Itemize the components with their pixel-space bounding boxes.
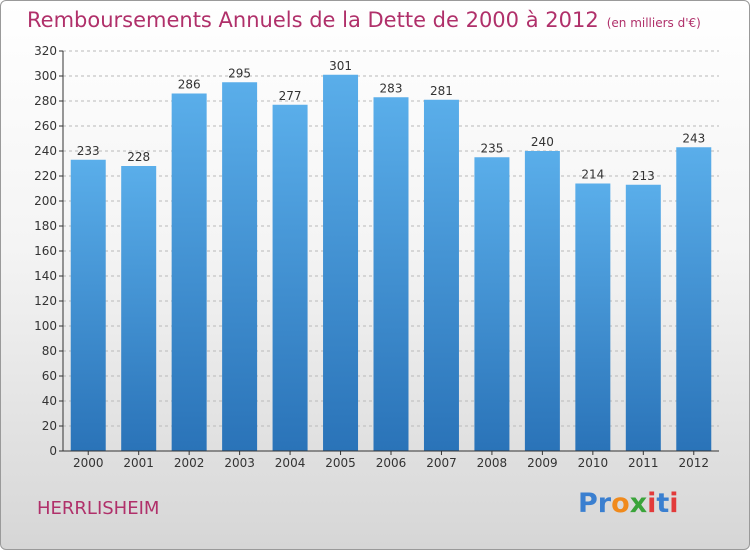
y-tick-label: 140 (34, 269, 57, 283)
logo-letter: i (647, 488, 657, 519)
y-tick-label: 120 (34, 294, 57, 308)
bar (676, 147, 712, 451)
bar (121, 166, 157, 451)
bar (222, 82, 258, 451)
chart-title: Remboursements Annuels de la Dette de 20… (27, 8, 701, 32)
data-label: 214 (581, 168, 604, 182)
logo-letter: x (629, 488, 648, 519)
x-tick-label: 2001 (123, 456, 154, 470)
y-tick-label: 320 (34, 44, 57, 58)
x-tick-label: 2002 (174, 456, 205, 470)
x-tick-label: 2007 (426, 456, 457, 470)
proxiti-logo: Proxiti (578, 488, 679, 519)
logo-letter: P (578, 488, 598, 519)
data-label: 301 (329, 59, 352, 73)
x-tick-label: 2012 (678, 456, 709, 470)
x-tick-label: 2011 (628, 456, 659, 470)
bar (70, 159, 106, 451)
logo-letter: i (669, 488, 679, 519)
x-tick-label: 2000 (73, 456, 104, 470)
y-tick-label: 20 (42, 419, 57, 433)
logo-letter: o (611, 488, 630, 519)
data-label: 286 (178, 78, 201, 92)
chart-title-text: Remboursements Annuels de la Dette de 20… (27, 8, 599, 32)
bar (373, 97, 409, 451)
x-tick-label: 2008 (477, 456, 508, 470)
data-label: 243 (682, 131, 705, 145)
y-tick-label: 240 (34, 144, 57, 158)
y-tick-label: 40 (42, 394, 57, 408)
logo-letter: t (656, 488, 670, 519)
data-label: 283 (380, 81, 403, 95)
y-tick-label: 280 (34, 94, 57, 108)
chart-subtitle: (en milliers d'€) (606, 16, 701, 30)
commune-name: HERRLISHEIM (37, 498, 160, 519)
y-tick-label: 80 (42, 344, 57, 358)
y-tick-label: 220 (34, 169, 57, 183)
y-tick-label: 200 (34, 194, 57, 208)
data-label: 277 (279, 89, 302, 103)
axes: 0 20 40 60 80 100 120 140 160 180 200 220 240 260 280 3… (34, 44, 719, 470)
data-label: 213 (632, 169, 655, 183)
y-tick-label: 300 (34, 69, 57, 83)
bars: 233 228 286 295 277 301 283 281 235 240 214 213 243 (70, 59, 712, 451)
bar (575, 183, 611, 451)
x-tick-label: 2010 (578, 456, 609, 470)
bar (474, 157, 510, 451)
y-tick-label: 60 (42, 369, 57, 383)
data-label: 281 (430, 84, 453, 98)
y-tick-label: 0 (49, 444, 57, 458)
x-tick-label: 2009 (527, 456, 558, 470)
y-tick-label: 100 (34, 319, 57, 333)
bar (625, 184, 661, 451)
bar (272, 104, 308, 451)
data-label: 240 (531, 135, 554, 149)
x-tick-label: 2004 (275, 456, 306, 470)
y-tick-label: 160 (34, 244, 57, 258)
logo-letter: r (597, 488, 612, 519)
data-label: 228 (127, 150, 150, 164)
bar (524, 151, 560, 451)
x-tick-label: 2003 (224, 456, 255, 470)
x-tick-label: 2005 (325, 456, 356, 470)
x-tick-label: 2006 (376, 456, 407, 470)
data-label: 295 (228, 66, 251, 80)
bar (423, 99, 459, 451)
bar (171, 93, 207, 451)
data-label: 235 (480, 141, 503, 155)
bar (323, 74, 359, 451)
y-tick-label: 260 (34, 119, 57, 133)
y-tick-label: 180 (34, 219, 57, 233)
data-label: 233 (77, 144, 100, 158)
